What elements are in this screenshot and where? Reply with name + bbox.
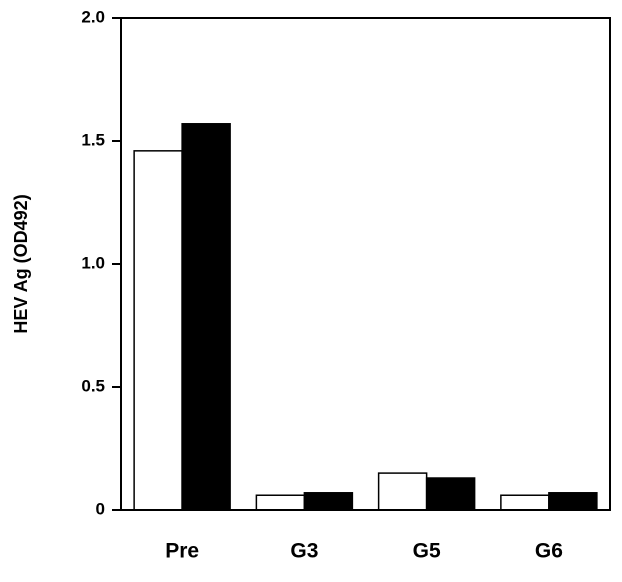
y-tick-label: 0.5 (81, 376, 105, 395)
plot-frame (120, 17, 611, 511)
bar (133, 150, 183, 511)
y-tick-label: 0 (96, 499, 105, 518)
bar (377, 472, 428, 511)
y-axis-label: HEV Ag (OD492) (11, 194, 31, 333)
y-tick-label: 1.0 (81, 253, 105, 272)
x-tick-label: G6 (535, 540, 563, 563)
bar (181, 123, 231, 511)
x-tick-label: G3 (290, 540, 318, 563)
y-tick-label: 2.0 (81, 7, 105, 26)
bar (303, 492, 354, 511)
bar (500, 494, 550, 511)
y-tick-label: 1.5 (81, 130, 105, 149)
x-tick-label: G5 (413, 540, 441, 563)
bar (548, 492, 598, 511)
bar (425, 477, 476, 511)
x-tick-label: Pre (165, 540, 199, 563)
bar (255, 494, 306, 511)
